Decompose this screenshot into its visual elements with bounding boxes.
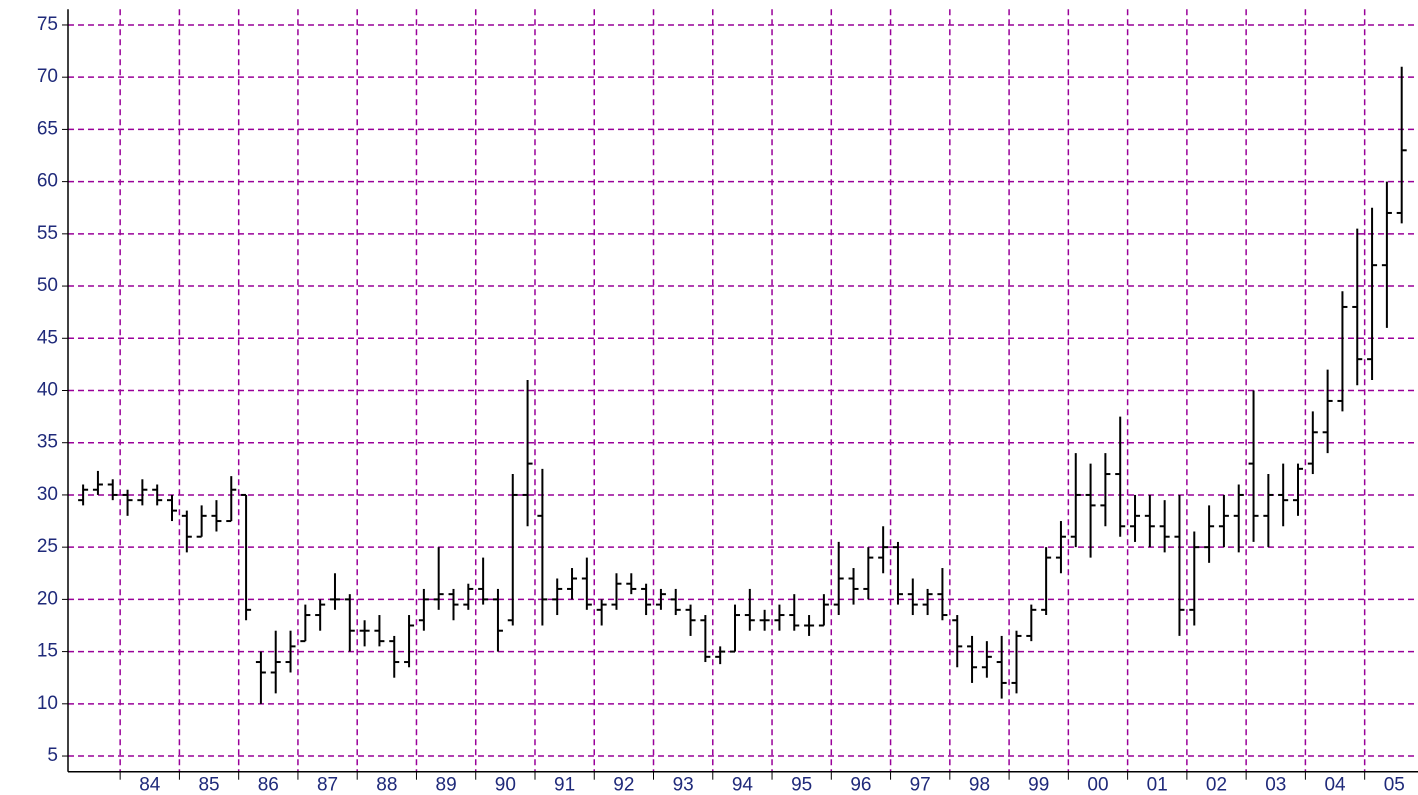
x-tick-label: 03 (1265, 775, 1286, 795)
y-tick-label: 55 (37, 223, 58, 244)
y-tick-label: 45 (37, 327, 58, 348)
x-tick-label: 99 (1028, 775, 1049, 795)
x-tick-label: 91 (554, 775, 575, 795)
y-tick-label: 35 (37, 432, 58, 453)
x-tick-label: 86 (258, 775, 279, 795)
y-tick-label: 70 (37, 66, 58, 87)
x-tick-label: 93 (673, 775, 694, 795)
y-tick-label: 15 (37, 641, 58, 662)
y-tick-label: 25 (37, 536, 58, 557)
x-tick-label: 95 (791, 775, 812, 795)
x-tick-label: 92 (613, 775, 634, 795)
y-tick-label: 65 (37, 118, 58, 139)
x-tick-label: 85 (198, 775, 219, 795)
y-tick-label: 50 (37, 275, 58, 296)
x-tick-label: 01 (1147, 775, 1168, 795)
x-tick-label: 00 (1087, 775, 1108, 795)
x-tick-label: 96 (850, 775, 871, 795)
y-tick-label: 20 (37, 588, 58, 609)
x-tick-label: 98 (969, 775, 990, 795)
x-tick-label: 97 (910, 775, 931, 795)
x-tick-label: 84 (139, 775, 161, 795)
x-tick-label: 87 (317, 775, 338, 795)
y-tick-label: 40 (37, 380, 58, 401)
x-tick-label: 88 (376, 775, 397, 795)
y-tick-label: 30 (37, 484, 58, 505)
x-tick-label: 94 (732, 775, 754, 795)
x-tick-label: 02 (1206, 775, 1227, 795)
y-tick-label: 10 (37, 693, 58, 714)
x-tick-label: 05 (1384, 775, 1405, 795)
x-tick-label: 04 (1324, 775, 1346, 795)
y-tick-label: 5 (47, 745, 58, 766)
y-tick-label: 75 (37, 14, 58, 35)
x-tick-label: 90 (495, 775, 516, 795)
x-tick-label: 89 (436, 775, 457, 795)
y-tick-label: 60 (37, 171, 58, 192)
